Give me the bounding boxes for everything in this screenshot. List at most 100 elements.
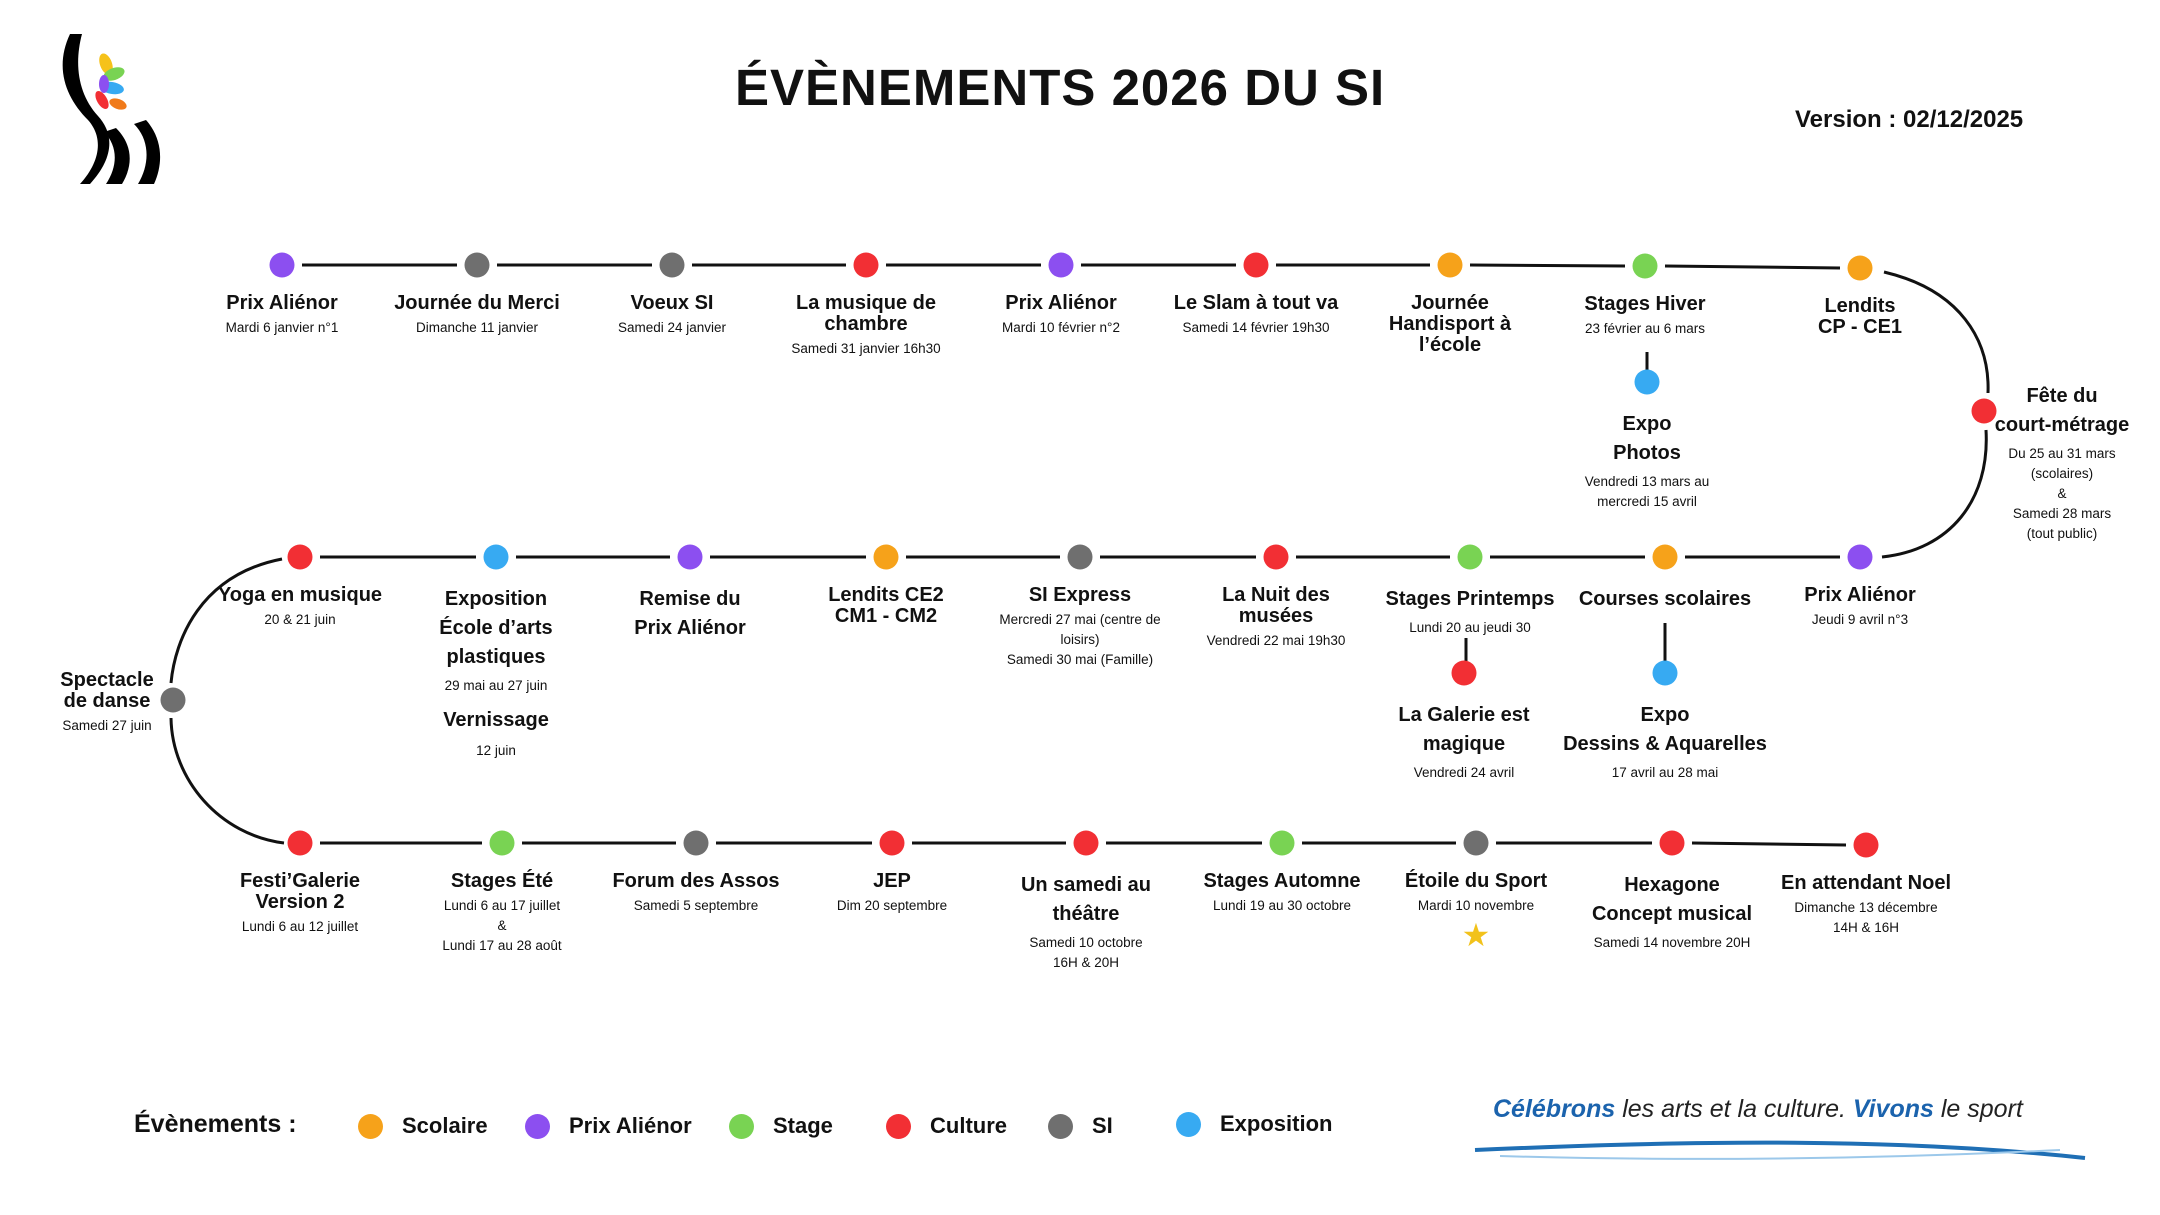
legend-stage-label: Stage: [773, 1113, 833, 1138]
track-curve-right-top: [1883, 270, 1990, 394]
event-title: Prix Aliénor: [1804, 584, 1916, 606]
event-dot: [1847, 255, 1873, 281]
event-title: Stages Printemps: [1385, 588, 1555, 610]
legend-exposition-dot: [1176, 1112, 1201, 1137]
legend-si-label: SI: [1092, 1113, 1113, 1138]
event-title: Lendits CP - CE1: [1817, 295, 1903, 338]
slogan-part-3: Vivons: [1852, 1095, 1934, 1123]
event-date: Samedi 5 septembre: [633, 898, 759, 913]
legend-prix-dot: [525, 1114, 550, 1139]
event-date: 29 mai au 27 juin: [444, 678, 548, 693]
track-segment: [1664, 264, 1841, 270]
event-dot: [1632, 253, 1658, 279]
event-title: Lendits CE2 CM1 - CM2: [828, 584, 944, 627]
slogan-part-4: le sport: [1933, 1095, 2023, 1123]
event-title: Exposition École d’arts plastiques: [439, 588, 553, 668]
event-label: Journée du Merci Dimanche 11 janvier: [362, 293, 592, 338]
event-title: La musique de chambre: [795, 292, 937, 335]
event-date: Samedi 10 octobre 16H & 20H: [1029, 935, 1143, 970]
event-dot: [1853, 832, 1879, 858]
event-label: Étoile du Sport Mardi 10 novembre: [1361, 871, 1591, 916]
event-date: Vendredi 13 mars au mercredi 15 avril: [1584, 474, 1710, 509]
event-title: Étoile du Sport: [1404, 870, 1548, 892]
branch-dot: [1652, 660, 1678, 686]
event-title: Prix Aliénor: [226, 292, 338, 314]
event-label: Hexagone Concept musical Samedi 14 novemb…: [1557, 871, 1787, 953]
event-date: Mardi 10 novembre: [1417, 898, 1535, 913]
event-dot: [269, 252, 295, 278]
legend-culture-dot: [886, 1114, 911, 1139]
event-date: Du 25 au 31 mars (scolaires) & Samedi 28…: [2008, 446, 2116, 541]
slogan: Célébrons les arts et la culture. Vivons…: [1493, 1095, 2023, 1124]
event-dot: [1652, 544, 1678, 570]
branch-dot: [1634, 369, 1660, 395]
event-dot: [1048, 252, 1074, 278]
event-date: Lundi 6 au 17 juillet & Lundi 17 au 28 a…: [442, 898, 562, 953]
event-label: Le Slam à tout va Samedi 14 février 19h30: [1141, 293, 1371, 338]
event-dot: [1659, 830, 1685, 856]
event-label: Stages Printemps Lundi 20 au jeudi 30: [1355, 585, 1585, 638]
event-label: Lendits CE2 CM1 - CM2: [771, 585, 1001, 627]
event-label: Un samedi au théâtre Samedi 10 octobre 16…: [971, 871, 1201, 973]
event-date: Dimanche 13 décembre 14H & 16H: [1794, 900, 1938, 935]
event-extra-title: Vernissage: [443, 709, 549, 731]
event-date: Samedi 14 février 19h30: [1182, 320, 1330, 335]
event-date: Samedi 24 janvier: [617, 320, 727, 335]
event-date: Mardi 6 janvier n°1: [225, 320, 339, 335]
event-title: Journée Handisport à l’école: [1388, 292, 1512, 356]
si-logo: [62, 34, 161, 184]
event-dot: [1067, 544, 1093, 570]
branch-label: Expo Photos Vendredi 13 mars au mercredi …: [1517, 410, 1777, 512]
legend-culture-label: Culture: [930, 1113, 1007, 1138]
event-dot: [1073, 830, 1099, 856]
event-dot: [1437, 252, 1463, 278]
event-extra-date: 12 juin: [476, 743, 516, 758]
event-label: Forum des Assos Samedi 5 septembre: [581, 871, 811, 916]
event-title: Courses scolaires: [1578, 588, 1752, 610]
event-date: Mercredi 27 mai (centre de loisirs) Same…: [999, 612, 1161, 667]
event-title: Hexagone Concept musical: [1591, 874, 1753, 925]
event-dot: [489, 830, 515, 856]
event-label: Voeux SI Samedi 24 janvier: [557, 293, 787, 338]
event-date: Jeudi 9 avril n°3: [1811, 612, 1909, 627]
legend-exposition-label: Exposition: [1220, 1111, 1333, 1136]
event-dot: [1457, 544, 1483, 570]
event-title: Journée du Merci: [394, 292, 560, 314]
event-date: Mardi 10 février n°2: [1002, 320, 1120, 335]
event-label: Festi’Galerie Version 2 Lundi 6 au 12 jui…: [185, 871, 415, 937]
event-label: Yoga en musique 20 & 21 juin: [185, 585, 415, 630]
event-label: Journée Handisport à l’école: [1335, 293, 1565, 356]
track-segment: [1469, 263, 1626, 268]
event-dot: [160, 687, 186, 713]
event-title: Yoga en musique: [217, 584, 383, 606]
event-date: Vendredi 24 avril: [1413, 765, 1515, 780]
event-label: La musique de chambre Samedi 31 janvier 1…: [751, 293, 981, 359]
event-title: Stages Automne: [1203, 870, 1361, 892]
event-label: JEP Dim 20 septembre: [777, 871, 1007, 916]
legend-prix-label: Prix Aliénor: [569, 1113, 692, 1138]
event-dot: [287, 830, 313, 856]
track-curve-right-bottom: [1881, 429, 1988, 559]
event-date: 20 & 21 juin: [264, 612, 336, 627]
event-label: Lendits CP - CE1: [1745, 296, 1975, 338]
event-dot: [287, 544, 313, 570]
event-title: Fête du court-métrage: [1994, 385, 2130, 436]
event-title: Spectacle de danse: [60, 669, 154, 712]
event-label: Courses scolaires: [1550, 585, 1780, 614]
event-date: Lundi 20 au jeudi 30: [1409, 620, 1531, 635]
slogan-part-2: les arts et la culture.: [1615, 1095, 1853, 1123]
event-dot: [1847, 544, 1873, 570]
event-label: Stages Automne Lundi 19 au 30 octobre: [1167, 871, 1397, 916]
event-label: La Nuit des musées Vendredi 22 mai 19h30: [1161, 585, 1391, 651]
track-curve-left-top: [169, 557, 283, 684]
event-title: La Nuit des musées: [1222, 584, 1330, 627]
event-date: Samedi 31 janvier 16h30: [791, 341, 941, 356]
event-label: Stages Hiver 23 février au 6 mars: [1530, 294, 1760, 339]
event-dot: [853, 252, 879, 278]
event-date: Samedi 27 juin: [62, 718, 152, 733]
event-dot: [1971, 398, 1997, 424]
event-title: Remise du Prix Aliénor: [634, 588, 746, 639]
event-dot: [1269, 830, 1295, 856]
